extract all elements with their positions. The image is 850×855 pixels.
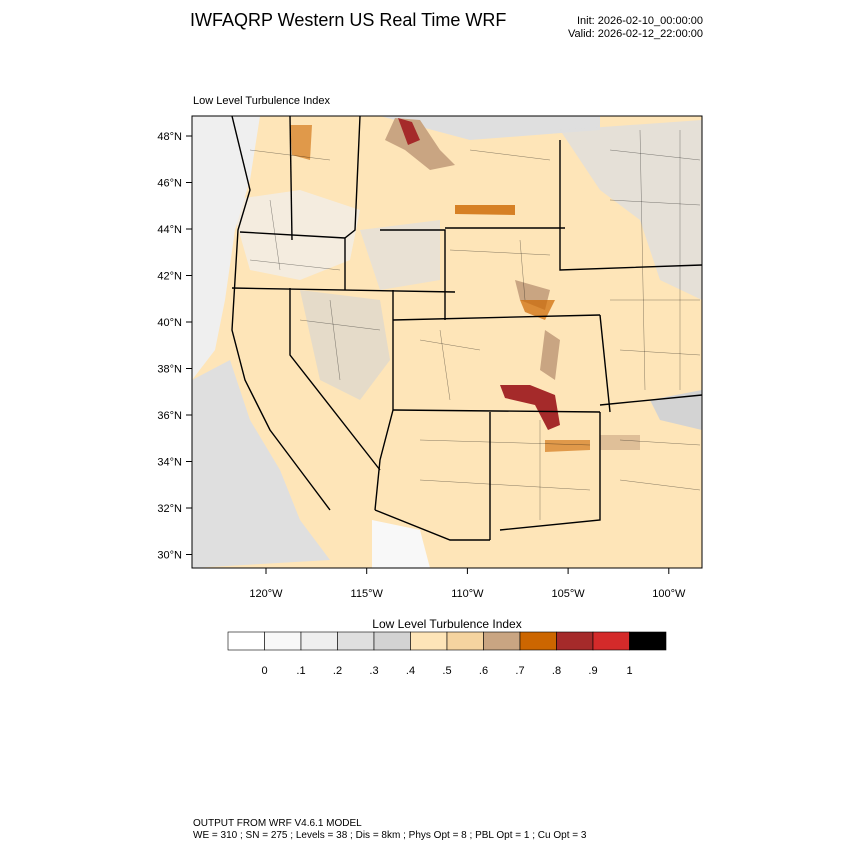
colorbar-label: .6 — [479, 665, 488, 677]
lat-label: 30°N — [157, 550, 182, 562]
lat-label: 34°N — [157, 457, 182, 469]
lat-label: 32°N — [157, 503, 182, 515]
colorbar-label: .3 — [369, 665, 378, 677]
colorbar-label: 1 — [626, 665, 632, 677]
lon-label: 100°W — [652, 588, 686, 600]
lat-label: 46°N — [157, 178, 182, 190]
footer-line: OUTPUT FROM WRF V4.6.1 MODEL — [193, 818, 362, 829]
lon-label: 105°W — [552, 588, 586, 600]
lat-label: 44°N — [157, 224, 182, 236]
colorbar-label: .8 — [552, 665, 561, 677]
colorbar-label: .4 — [406, 665, 415, 677]
colorbar-label: 0 — [261, 665, 267, 677]
map-frame — [191, 115, 703, 569]
lat-label: 38°N — [157, 364, 182, 376]
init-time: Init: 2026-02-10_00:00:00 — [577, 15, 703, 27]
colorbar-box — [410, 631, 448, 651]
colorbar-label: .2 — [333, 665, 342, 677]
lon-label: 115°W — [351, 588, 384, 600]
lat-label: 36°N — [157, 410, 182, 422]
lat-label: 40°N — [157, 317, 182, 329]
title: IWFAQRP Western US Real Time WRF — [190, 10, 506, 30]
colorbar-box — [227, 631, 265, 651]
colorbar-box — [373, 631, 411, 651]
colorbar-box — [629, 631, 667, 651]
colorbar-box — [264, 631, 302, 651]
colorbar-label: .1 — [296, 665, 305, 677]
lat-label: 48°N — [157, 131, 182, 143]
lon-label: 120°W — [249, 588, 283, 600]
colorbar-box — [556, 631, 594, 651]
colorbar-box — [519, 631, 557, 651]
valid-time: Valid: 2026-02-12_22:00:00 — [568, 28, 703, 40]
colorbar-label: .5 — [442, 665, 451, 677]
colorbar-box — [483, 631, 521, 651]
colorbar-label: .9 — [588, 665, 597, 677]
colorbar-title: Low Level Turbulence Index — [372, 617, 521, 631]
colorbar-box — [592, 631, 630, 651]
lat-label: 42°N — [157, 271, 182, 283]
footer-line: WE = 310 ; SN = 275 ; Levels = 38 ; Dis … — [193, 830, 587, 841]
map-subtitle: Low Level Turbulence Index — [193, 95, 330, 107]
lon-label: 110°W — [451, 588, 484, 600]
colorbar-box — [446, 631, 484, 651]
map-field — [192, 116, 702, 568]
colorbar-box — [300, 631, 338, 651]
colorbar-label: .7 — [515, 665, 524, 677]
colorbar-box — [337, 631, 375, 651]
